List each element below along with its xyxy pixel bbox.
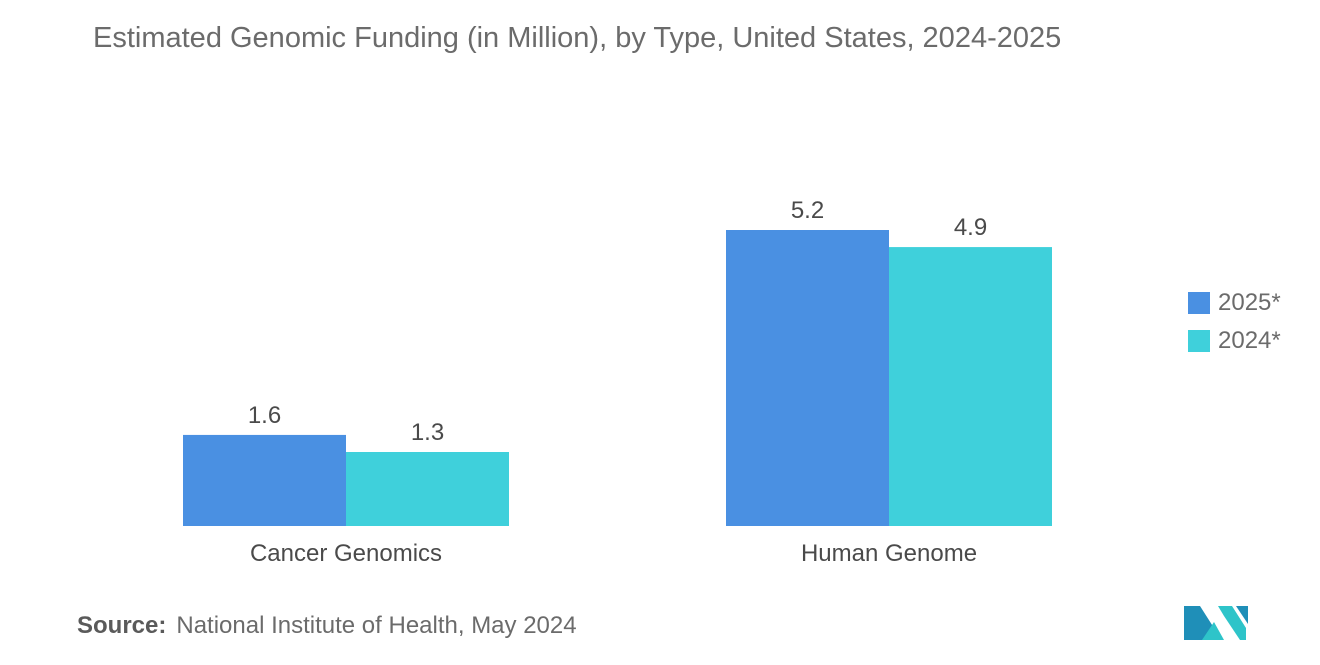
- source-text: National Institute of Health, May 2024: [176, 612, 577, 639]
- x-tick-label-cancer-genomics: Cancer Genomics: [250, 540, 442, 567]
- legend-label-2025: 2025*: [1218, 289, 1281, 316]
- bar-human-genome-2025: [726, 230, 889, 526]
- x-tick-label-human-genome: Human Genome: [801, 540, 977, 567]
- legend-item-2025: 2025*: [1188, 284, 1281, 322]
- data-label-human-genome-2025: 5.2: [791, 197, 824, 224]
- data-label-human-genome-2024: 4.9: [954, 214, 987, 241]
- legend-swatch-2025: [1188, 292, 1210, 314]
- mordor-intelligence-logo-icon: [1184, 606, 1248, 640]
- legend-item-2024: 2024*: [1188, 322, 1281, 360]
- bar-cancer-genomics-2025: [183, 434, 346, 526]
- legend-label-2024: 2024*: [1218, 327, 1281, 354]
- source-note: Source: National Institute of Health, May…: [77, 612, 577, 640]
- chart-title: Estimated Genomic Funding (in Million), …: [93, 22, 1062, 54]
- bar-cancer-genomics-2024: [346, 452, 509, 526]
- legend-swatch-2024: [1188, 330, 1210, 352]
- data-label-cancer-genomics-2024: 1.3: [411, 419, 444, 446]
- bar-chart: 1.6 1.3 Cancer Genomics 5.2 4.9 Human Genome: [183, 197, 1052, 567]
- data-label-cancer-genomics-2025: 1.6: [248, 402, 281, 429]
- chart-legend: 2025* 2024*: [1188, 284, 1281, 360]
- bar-human-genome-2024: [889, 247, 1052, 527]
- source-label: Source:: [77, 612, 167, 639]
